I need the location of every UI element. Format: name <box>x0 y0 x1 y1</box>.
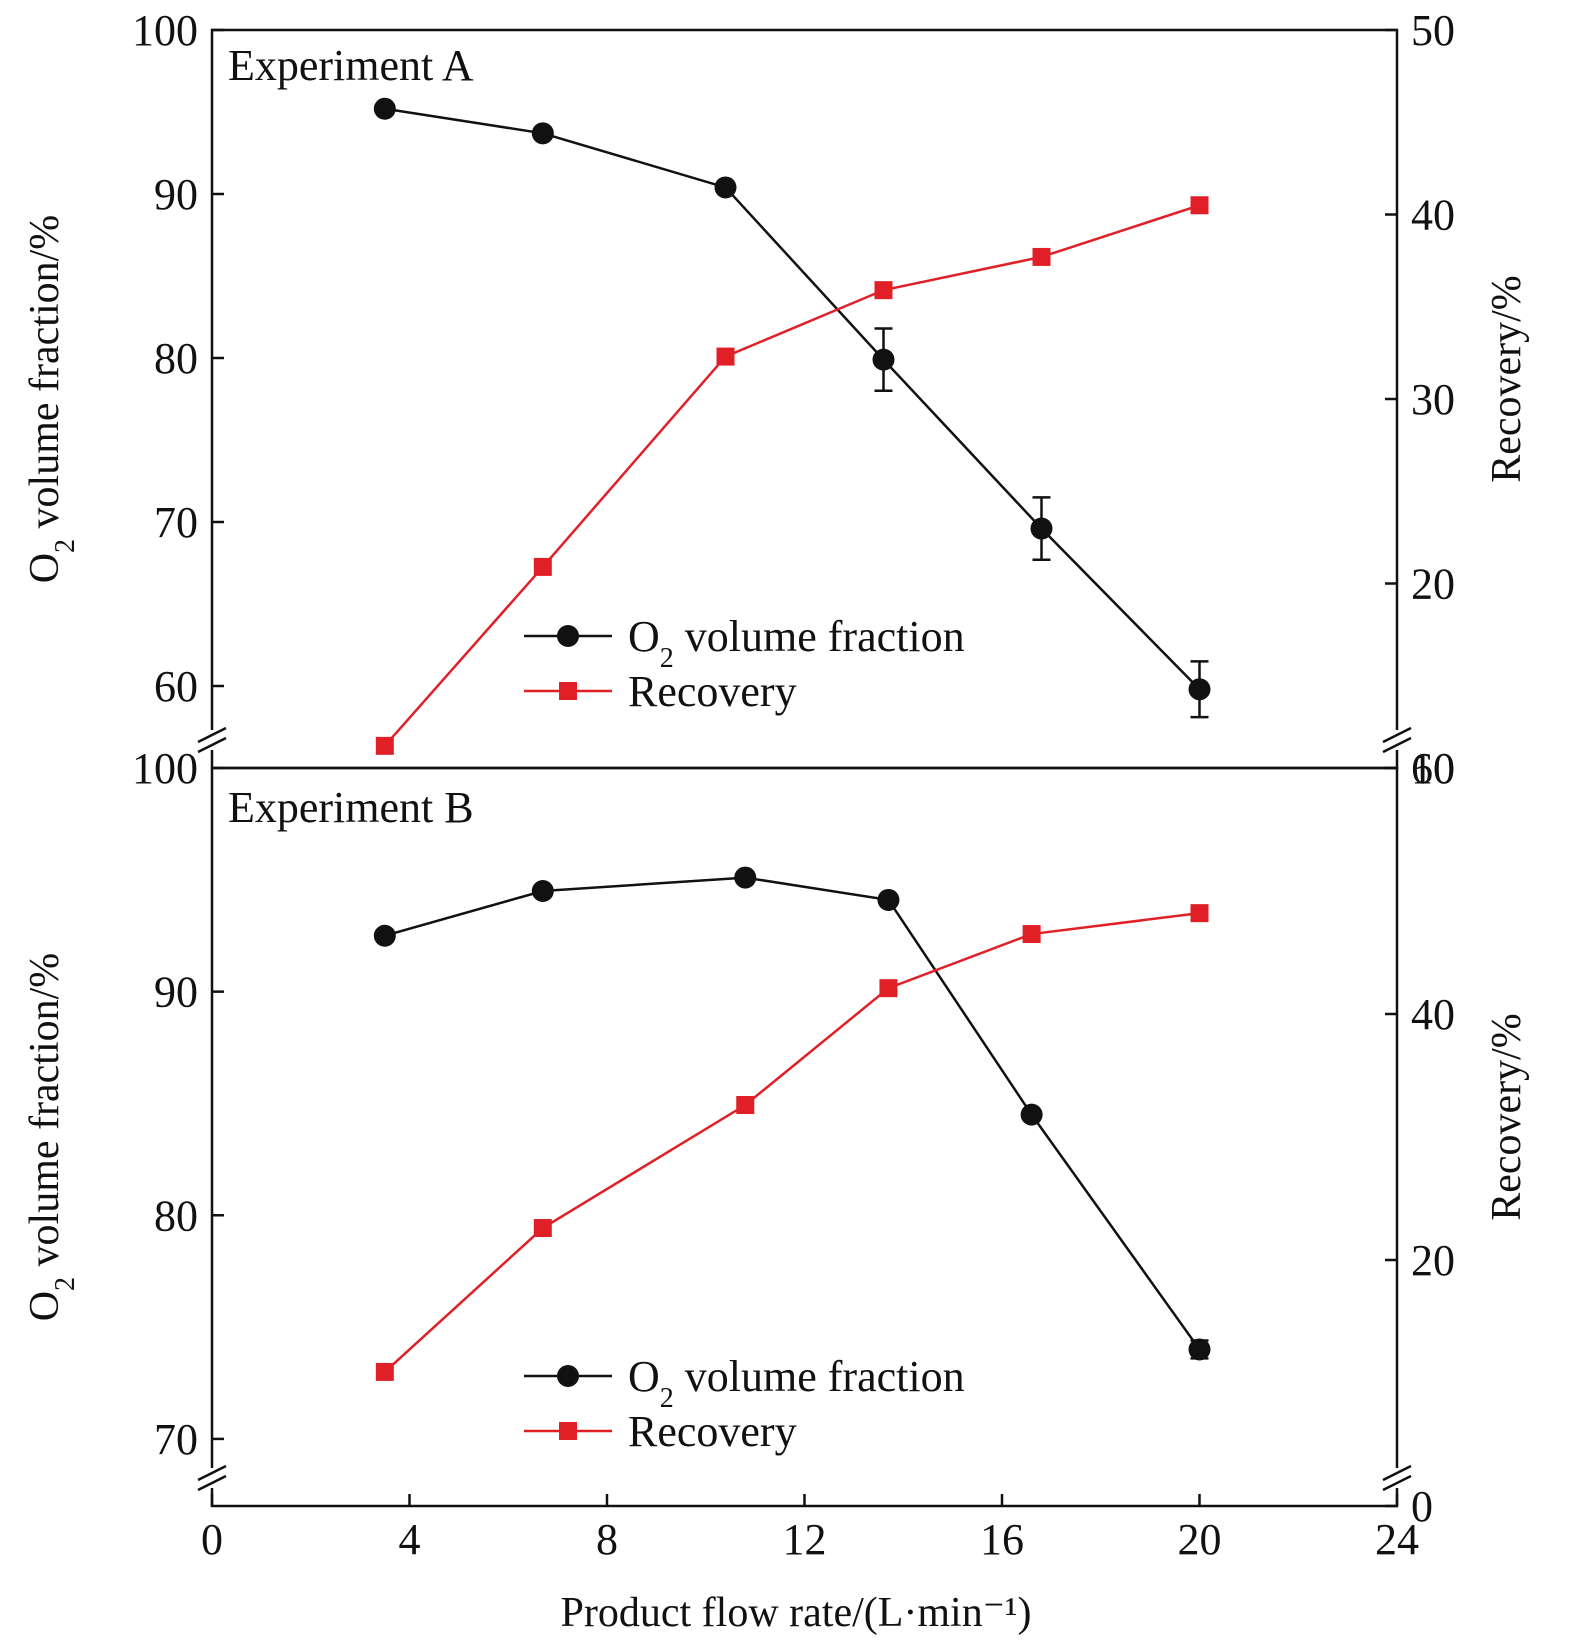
left-y-axis-title: O2 volume fraction/% <box>22 953 81 1322</box>
recovery-point <box>375 736 394 755</box>
left-axis-break-gap <box>198 1468 226 1488</box>
axis-break-mark <box>1382 736 1412 754</box>
right-y-tick-label: 10 <box>1411 744 1455 793</box>
right-y-tick-label: 0 <box>1411 1482 1433 1531</box>
recovery-point <box>1032 247 1051 266</box>
left-y-axis-title-sub: 2 <box>50 1277 81 1291</box>
recovery-point <box>1190 904 1209 923</box>
o2-fraction-point <box>1188 678 1211 701</box>
panel-title: Experiment B <box>228 783 474 832</box>
axis-break-mark <box>1382 1464 1412 1482</box>
left-y-axis-title-rest: volume fraction/% <box>22 953 68 1277</box>
axis-break-mark <box>197 726 227 744</box>
left-y-tick-label: 70 <box>154 1415 198 1464</box>
legend-label-sub: 2 <box>660 1383 674 1414</box>
o2-fraction-point <box>734 866 757 889</box>
legend-recovery-marker <box>559 1422 577 1440</box>
recovery-point <box>879 979 898 998</box>
left-y-axis-title-sub: 2 <box>50 539 81 553</box>
right-axis-break-gap <box>1383 730 1411 750</box>
left-y-tick-label: 60 <box>154 662 198 711</box>
recovery-line <box>383 911 1200 1373</box>
o2-fraction-point <box>1020 1103 1043 1126</box>
legend-recovery-label: Recovery <box>628 1407 797 1456</box>
o2-fraction-point <box>531 122 554 145</box>
right-y-tick-label: 60 <box>1411 744 1455 793</box>
o2-fraction-point <box>872 348 895 371</box>
recovery-line <box>383 204 1200 747</box>
x-tick-label: 20 <box>1178 1515 1222 1564</box>
o2-fraction-point <box>1030 517 1053 540</box>
x-tick-label: 16 <box>980 1515 1024 1564</box>
left-y-tick-label: 100 <box>132 744 198 793</box>
axis-break-mark <box>1382 726 1412 744</box>
right-y-tick-label: 40 <box>1411 990 1455 1039</box>
axis-break-mark <box>197 1474 227 1492</box>
o2-fraction-point <box>714 176 737 199</box>
legend-o2-label: O2 volume fraction <box>628 1352 965 1414</box>
o2-fraction-line <box>384 107 1201 691</box>
left-y-tick-label: 80 <box>154 334 198 383</box>
right-y-tick-label: 50 <box>1411 6 1455 55</box>
recovery-point <box>1190 196 1209 215</box>
left-y-axis-title: O2 volume fraction/% <box>22 215 81 584</box>
recovery-point <box>533 557 552 576</box>
axis-break-mark <box>197 1464 227 1482</box>
axis-break-mark <box>1382 1474 1412 1492</box>
recovery-point <box>874 281 893 300</box>
left-y-tick-label: 90 <box>154 968 198 1017</box>
o2-fraction-point <box>531 880 554 902</box>
shared-x-axis: Product flow rate/(L·min⁻¹) 0 4 8 12 16 20 24 <box>201 1494 1419 1636</box>
o2-fraction-line <box>384 876 1201 1351</box>
x-tick-label: 12 <box>783 1515 827 1564</box>
legend-label-main: O <box>628 612 660 661</box>
o2-fraction-point <box>877 888 900 911</box>
left-y-tick-label: 70 <box>154 498 198 547</box>
left-y-tick-label: 90 <box>154 170 198 219</box>
legend-label-main: O <box>628 1352 660 1401</box>
legend-label-rest: volume fraction <box>674 612 965 661</box>
legend-o2-marker <box>557 1365 579 1387</box>
recovery-point <box>716 347 735 366</box>
right-y-tick-label: 20 <box>1411 560 1455 609</box>
legend-label-main: Recovery <box>628 1407 797 1456</box>
left-y-tick-label: 100 <box>132 6 198 55</box>
recovery-point <box>1022 925 1041 944</box>
right-y-tick-label: 30 <box>1411 375 1455 424</box>
panel-title: Experiment A <box>228 41 474 90</box>
x-tick-label: 4 <box>399 1515 421 1564</box>
left-y-tick-label: 80 <box>154 1191 198 1240</box>
legend-label-rest: volume fraction <box>674 1352 965 1401</box>
right-y-tick-label: 20 <box>1411 1236 1455 1285</box>
legend-o2-marker <box>557 625 579 647</box>
x-axis-title: Product flow rate/(L·min⁻¹) <box>561 1590 1032 1636</box>
legend-o2-label: O2 volume fraction <box>628 612 965 674</box>
right-y-axis-title: Recovery/% <box>1484 1013 1530 1221</box>
left-y-axis-title-main: O <box>22 553 68 583</box>
recovery-point <box>375 1362 394 1381</box>
x-tick-label: 8 <box>596 1515 618 1564</box>
legend-recovery-label: Recovery <box>628 667 797 716</box>
left-axis-break-gap <box>198 730 226 750</box>
x-tick-label: 0 <box>201 1515 223 1564</box>
right-axis-break-gap <box>1383 1468 1411 1488</box>
left-y-axis-title-main: O <box>22 1291 68 1321</box>
x-tick-label: 24 <box>1375 1515 1419 1564</box>
right-y-tick-label: 40 <box>1411 191 1455 240</box>
legend-label-main: Recovery <box>628 667 797 716</box>
o2-fraction-point <box>373 97 396 120</box>
o2-fraction-point <box>1188 1338 1211 1361</box>
left-y-axis-title-rest: volume fraction/% <box>22 215 68 539</box>
recovery-point <box>533 1219 552 1238</box>
o2-fraction-point <box>373 924 396 947</box>
legend-recovery-marker <box>559 682 577 700</box>
axis-break-mark <box>197 736 227 754</box>
recovery-point <box>736 1096 755 1115</box>
legend-label-sub: 2 <box>660 643 674 674</box>
right-y-axis-title: Recovery/% <box>1484 275 1530 483</box>
